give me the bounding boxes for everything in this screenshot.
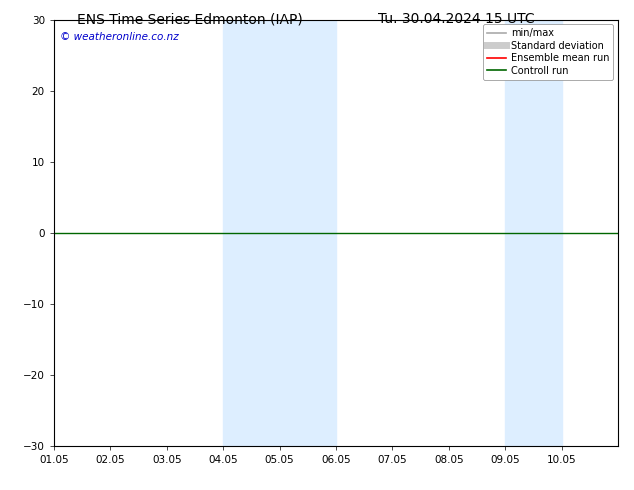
Bar — [223, 20, 336, 446]
Text: © weatheronline.co.nz: © weatheronline.co.nz — [60, 32, 178, 43]
Bar — [505, 20, 562, 446]
Legend: min/max, Standard deviation, Ensemble mean run, Controll run: min/max, Standard deviation, Ensemble me… — [482, 24, 613, 79]
Text: ENS Time Series Edmonton (IAP): ENS Time Series Edmonton (IAP) — [77, 12, 303, 26]
Text: Tu. 30.04.2024 15 UTC: Tu. 30.04.2024 15 UTC — [378, 12, 535, 26]
